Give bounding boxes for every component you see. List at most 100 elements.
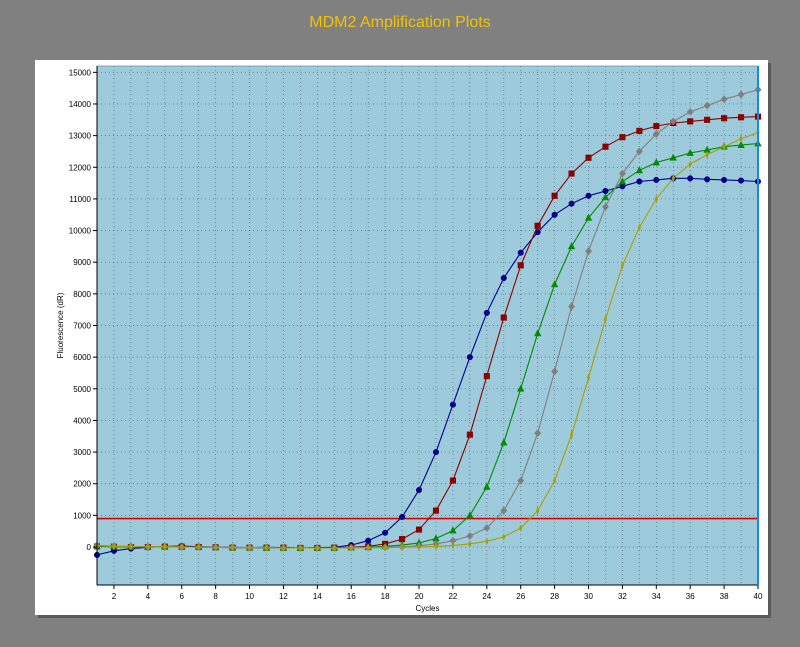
data-point bbox=[584, 247, 593, 256]
y-tick-label: 1000 bbox=[73, 511, 91, 520]
grid bbox=[97, 66, 758, 585]
y-tick-label: 8000 bbox=[73, 290, 91, 299]
data-point bbox=[417, 542, 421, 552]
data-point bbox=[669, 117, 677, 126]
data-point bbox=[602, 187, 609, 195]
series-5 bbox=[95, 128, 760, 553]
y-tick-label: 5000 bbox=[73, 385, 91, 394]
data-point bbox=[483, 482, 491, 490]
data-point bbox=[163, 542, 167, 551]
data-point bbox=[483, 524, 491, 533]
data-point bbox=[112, 542, 116, 551]
x-tick-label: 28 bbox=[550, 592, 559, 601]
data-point bbox=[705, 150, 709, 159]
data-point bbox=[485, 537, 489, 546]
data-point bbox=[315, 543, 319, 553]
y-tick-label: 10000 bbox=[69, 227, 92, 236]
data-point bbox=[500, 438, 508, 446]
data-point bbox=[738, 177, 745, 184]
data-point bbox=[434, 542, 438, 551]
data-point bbox=[619, 134, 626, 141]
data-point bbox=[704, 176, 711, 183]
x-tick-label: 10 bbox=[245, 592, 254, 601]
x-tick-label: 38 bbox=[720, 592, 729, 601]
data-point bbox=[637, 223, 641, 232]
y-tick-label: 7000 bbox=[73, 322, 91, 331]
data-point bbox=[466, 354, 473, 361]
y-tick-label: 4000 bbox=[73, 416, 91, 425]
x-tick-label: 8 bbox=[213, 592, 218, 601]
data-point bbox=[653, 176, 660, 183]
data-point bbox=[449, 526, 457, 534]
x-tick-label: 2 bbox=[112, 592, 117, 601]
data-point bbox=[551, 211, 558, 218]
data-point bbox=[517, 249, 524, 256]
data-point bbox=[739, 134, 743, 143]
data-point bbox=[382, 529, 389, 536]
data-point bbox=[686, 148, 694, 156]
data-point bbox=[449, 401, 456, 408]
data-point bbox=[517, 384, 525, 392]
data-point bbox=[585, 154, 592, 161]
x-tick-label: 6 bbox=[180, 592, 185, 601]
y-tick-label: 11000 bbox=[69, 195, 91, 204]
data-point bbox=[500, 314, 507, 321]
data-point bbox=[298, 543, 302, 553]
x-tick-label: 34 bbox=[652, 592, 661, 601]
data-point bbox=[721, 176, 728, 183]
series-line bbox=[96, 131, 759, 549]
chart-title: MDM2 Amplification Plots bbox=[309, 14, 491, 31]
x-tick-label: 16 bbox=[347, 592, 356, 601]
data-point bbox=[567, 242, 576, 250]
data-point bbox=[652, 130, 660, 139]
data-point bbox=[620, 261, 624, 270]
data-point bbox=[738, 114, 745, 121]
data-point bbox=[636, 127, 643, 134]
data-point bbox=[466, 431, 473, 438]
plot-area bbox=[97, 66, 758, 585]
data-point bbox=[585, 192, 592, 199]
data-point bbox=[687, 175, 694, 182]
x-tick-label: 36 bbox=[686, 592, 695, 601]
data-point bbox=[517, 262, 524, 269]
data-point bbox=[483, 373, 490, 380]
data-point bbox=[214, 543, 218, 552]
data-point bbox=[635, 166, 644, 174]
data-point bbox=[654, 194, 658, 204]
data-point bbox=[502, 532, 506, 541]
y-tick-label: 2000 bbox=[73, 480, 91, 489]
data-point bbox=[400, 543, 404, 552]
data-point bbox=[180, 542, 184, 552]
data-point bbox=[500, 506, 508, 515]
data-point bbox=[601, 193, 610, 201]
data-point bbox=[618, 169, 626, 178]
x-tick-label: 12 bbox=[279, 592, 288, 601]
data-point bbox=[603, 315, 608, 324]
data-point bbox=[550, 280, 559, 288]
data-point bbox=[536, 506, 540, 515]
data-point bbox=[366, 543, 370, 552]
amplification-chart: 0 1000 2000 3000 4000 5000 6000 7000 8000 9000 100… bbox=[56, 65, 763, 613]
x-tick-label: 40 bbox=[754, 592, 763, 601]
y-tick-label: 6000 bbox=[73, 353, 91, 362]
series-group bbox=[93, 85, 762, 558]
data-point bbox=[383, 543, 387, 552]
data-point bbox=[451, 541, 455, 550]
y-tick-label: 14000 bbox=[69, 100, 92, 109]
data-point bbox=[586, 373, 591, 382]
data-point bbox=[415, 487, 423, 494]
x-tick-label: 26 bbox=[516, 592, 525, 601]
data-point bbox=[415, 526, 423, 533]
x-tick-label: 14 bbox=[313, 592, 322, 601]
data-point bbox=[601, 202, 609, 211]
x-tick-label: 30 bbox=[584, 592, 593, 601]
tick-labels: 0 1000 2000 3000 4000 5000 6000 7000 8000 9000 100… bbox=[69, 68, 763, 601]
data-point bbox=[551, 192, 558, 199]
data-point bbox=[264, 543, 269, 552]
data-point bbox=[449, 477, 456, 484]
y-tick-label: 15000 bbox=[69, 68, 92, 77]
data-point bbox=[584, 213, 593, 221]
y-tick-label: 13000 bbox=[69, 132, 92, 141]
data-point bbox=[703, 101, 711, 110]
data-point bbox=[687, 118, 694, 125]
